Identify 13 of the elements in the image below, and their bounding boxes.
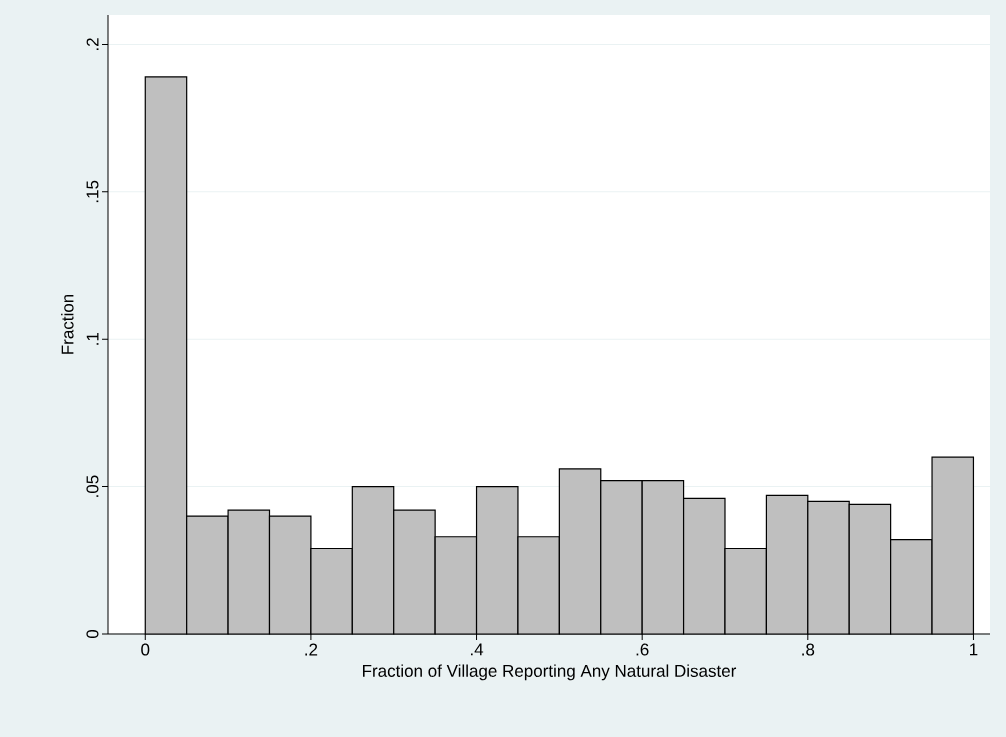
- x-tick-label: .8: [802, 643, 815, 656]
- x-tick-label: .2: [305, 643, 318, 656]
- x-tick-label: 0: [141, 643, 150, 656]
- y-tick-label: .1: [86, 332, 99, 345]
- x-tick-label: 1: [970, 643, 978, 656]
- y-tick-label: .05: [86, 475, 99, 497]
- x-tick-label: .6: [636, 643, 649, 656]
- y-tick-label: .15: [86, 180, 99, 203]
- y-tick-label: 0: [86, 629, 99, 639]
- x-tick-label: .4: [471, 643, 484, 656]
- y-tick-label: .2: [86, 38, 99, 51]
- y-axis-title: Fraction: [61, 294, 74, 354]
- x-axis-title: Fraction of Village Reporting Any Natural Disaster: [363, 664, 737, 681]
